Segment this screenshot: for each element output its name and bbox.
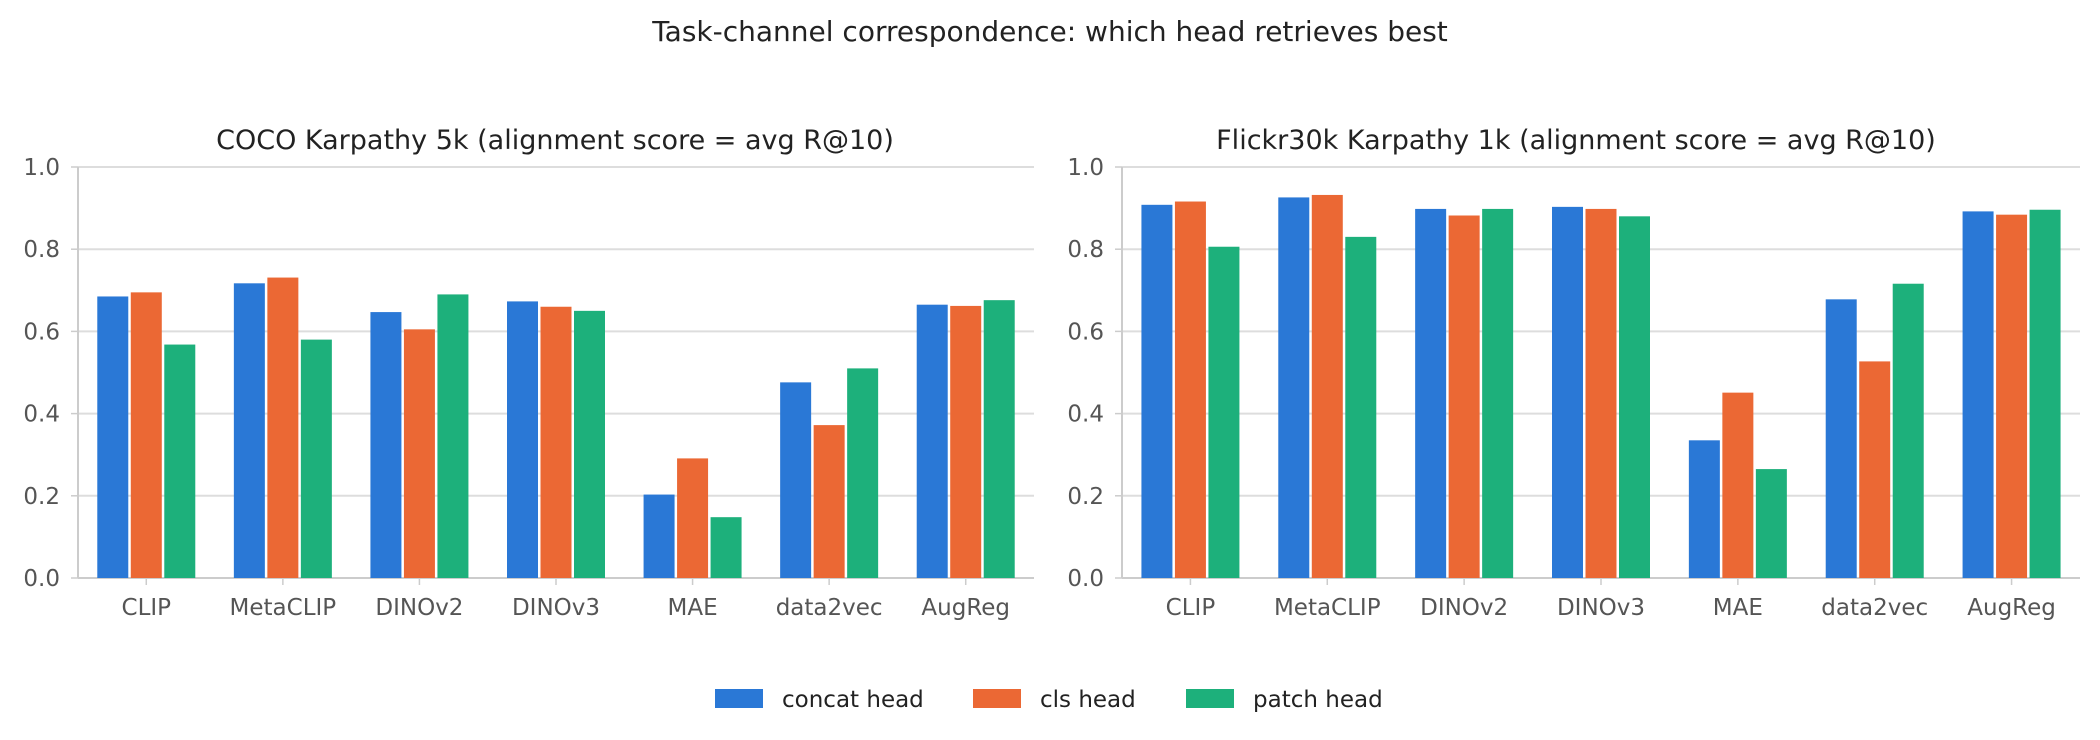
flickr-y-tick-label: 1.0 — [1067, 155, 1104, 181]
flickr-y-tick-label: 0.0 — [1067, 566, 1104, 592]
flickr-bar-metaclip-concat-head — [1278, 197, 1310, 578]
flickr-panel: Flickr30k Karpathy 1k (alignment score =… — [1067, 125, 2080, 621]
coco-bar-metaclip-concat-head — [233, 283, 265, 578]
flickr-y-tick-label: 0.2 — [1067, 484, 1104, 510]
coco-bar-clip-patch-head — [164, 344, 196, 578]
coco-x-tick-label-mae: MAE — [668, 595, 718, 621]
coco-bar-dinov3-concat-head — [507, 301, 538, 578]
flickr-bar-dinov3-patch-head — [1619, 216, 1650, 578]
figure-title: Task-channel correspondence: which head … — [651, 15, 1448, 48]
flickr-x-tick-label-mae: MAE — [1713, 595, 1763, 621]
coco-bar-mae-concat-head — [643, 494, 675, 578]
coco-bar-dinov2-patch-head — [437, 294, 469, 578]
coco-y-tick-label: 0.8 — [23, 237, 60, 263]
flickr-bar-mae-concat-head — [1688, 440, 1720, 578]
coco-x-tick-label-metaclip: MetaCLIP — [230, 595, 337, 621]
flickr-bar-clip-patch-head — [1208, 246, 1240, 578]
legend-label-concat-head: concat head — [782, 687, 924, 713]
coco-bar-dinov2-cls-head — [403, 329, 435, 578]
coco-bar-dinov3-cls-head — [540, 306, 572, 578]
coco-bar-dinov3-patch-head — [574, 310, 605, 578]
flickr-bar-augreg-concat-head — [1962, 211, 1994, 578]
flickr-bar-data2vec-concat-head — [1825, 299, 1857, 578]
coco-x-tick-label-dinov2: DINOv2 — [375, 595, 463, 621]
flickr-bar-clip-concat-head — [1141, 204, 1173, 578]
coco-x-tick-label-augreg: AugReg — [921, 595, 1010, 621]
legend-swatch-patch-head — [1186, 689, 1234, 708]
coco-bar-augreg-concat-head — [916, 304, 948, 578]
legend-label-cls-head: cls head — [1040, 687, 1136, 713]
flickr-bar-dinov3-concat-head — [1552, 206, 1583, 578]
coco-y-tick-label: 0.6 — [23, 319, 60, 345]
coco-panel: COCO Karpathy 5k (alignment score = avg … — [23, 125, 1034, 621]
flickr-bar-data2vec-patch-head — [1892, 283, 1924, 578]
legend-swatch-cls-head — [973, 689, 1021, 708]
legend-label-patch-head: patch head — [1253, 687, 1383, 713]
flickr-bar-metaclip-patch-head — [1345, 236, 1377, 578]
flickr-bar-mae-cls-head — [1722, 392, 1754, 578]
flickr-bar-clip-cls-head — [1174, 201, 1206, 579]
flickr-x-tick-label-dinov3: DINOv3 — [1557, 595, 1645, 621]
coco-bar-dinov2-concat-head — [370, 312, 402, 578]
coco-y-tick-label: 0.4 — [23, 402, 60, 428]
coco-bar-metaclip-cls-head — [267, 277, 299, 578]
coco-bar-mae-patch-head — [710, 517, 742, 578]
coco-bar-data2vec-cls-head — [813, 425, 845, 578]
flickr-bar-mae-patch-head — [1755, 469, 1787, 578]
coco-x-tick-label-data2vec: data2vec — [776, 595, 883, 621]
coco-x-tick-label-clip: CLIP — [122, 595, 172, 621]
flickr-bar-dinov2-patch-head — [1482, 208, 1514, 578]
flickr-bar-data2vec-cls-head — [1859, 361, 1891, 578]
flickr-y-tick-label: 0.8 — [1067, 237, 1104, 263]
coco-bar-data2vec-patch-head — [847, 368, 879, 578]
flickr-bar-metaclip-cls-head — [1311, 194, 1343, 578]
coco-bar-data2vec-concat-head — [780, 382, 812, 578]
flickr-x-tick-label-augreg: AugReg — [1967, 595, 2056, 621]
flickr-x-tick-label-data2vec: data2vec — [1821, 595, 1928, 621]
legend-swatch-concat-head — [715, 689, 763, 708]
flickr-x-tick-label-clip: CLIP — [1166, 595, 1216, 621]
flickr-x-tick-label-metaclip: MetaCLIP — [1274, 595, 1381, 621]
coco-bar-clip-cls-head — [130, 292, 162, 578]
coco-bar-augreg-cls-head — [950, 305, 982, 578]
flickr-bar-augreg-cls-head — [1996, 214, 2028, 578]
coco-bar-mae-cls-head — [677, 458, 709, 578]
coco-bar-clip-concat-head — [97, 296, 129, 578]
flickr-bar-dinov2-cls-head — [1448, 215, 1480, 579]
flickr-bar-dinov2-concat-head — [1415, 208, 1447, 578]
flickr-y-tick-label: 0.4 — [1067, 402, 1104, 428]
coco-y-tick-label: 0.0 — [23, 566, 60, 592]
flickr-y-tick-label: 0.6 — [1067, 319, 1104, 345]
flickr-bar-augreg-patch-head — [2029, 209, 2061, 578]
coco-panel-title: COCO Karpathy 5k (alignment score = avg … — [216, 125, 894, 156]
coco-y-tick-label: 1.0 — [23, 155, 60, 181]
flickr-x-tick-label-dinov2: DINOv2 — [1420, 595, 1508, 621]
coco-x-tick-label-dinov3: DINOv3 — [512, 595, 600, 621]
legend: concat head cls head patch head — [715, 687, 1383, 713]
coco-bar-augreg-patch-head — [983, 300, 1015, 578]
flickr-bar-dinov3-cls-head — [1585, 208, 1617, 578]
coco-y-tick-label: 0.2 — [23, 484, 60, 510]
flickr-panel-title: Flickr30k Karpathy 1k (alignment score =… — [1216, 125, 1936, 156]
coco-bar-metaclip-patch-head — [300, 339, 332, 578]
